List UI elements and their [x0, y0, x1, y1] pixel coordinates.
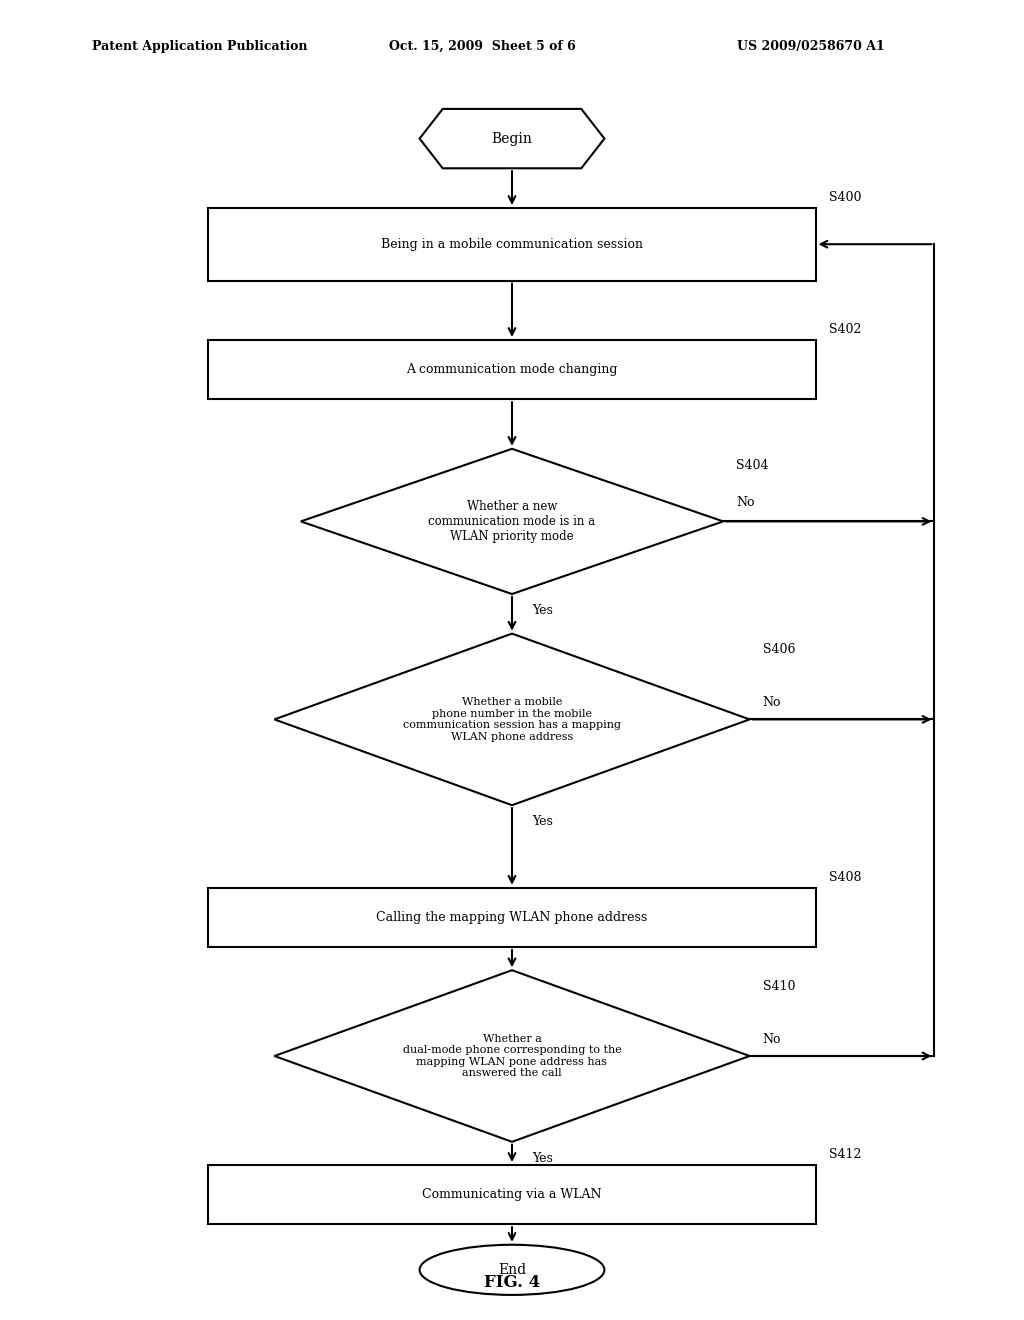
- Text: Yes: Yes: [531, 1151, 553, 1164]
- Text: S404: S404: [736, 458, 769, 471]
- Text: No: No: [763, 696, 781, 709]
- Bar: [209, 888, 815, 948]
- Bar: [209, 1164, 815, 1225]
- Text: End: End: [498, 1263, 526, 1276]
- Text: Whether a
dual-mode phone corresponding to the
mapping WLAN pone address has
ans: Whether a dual-mode phone corresponding …: [402, 1034, 622, 1078]
- Text: Whether a mobile
phone number in the mobile
communication session has a mapping
: Whether a mobile phone number in the mob…: [403, 697, 621, 742]
- Polygon shape: [274, 970, 750, 1142]
- Text: S406: S406: [763, 643, 796, 656]
- Text: Begin: Begin: [492, 132, 532, 145]
- Text: Being in a mobile communication session: Being in a mobile communication session: [381, 238, 643, 251]
- Text: Communicating via a WLAN: Communicating via a WLAN: [422, 1188, 602, 1201]
- Text: S410: S410: [763, 979, 796, 993]
- Text: S412: S412: [828, 1148, 861, 1162]
- Text: Calling the mapping WLAN phone address: Calling the mapping WLAN phone address: [377, 911, 647, 924]
- Text: No: No: [736, 495, 755, 508]
- Ellipse shape: [420, 1245, 604, 1295]
- Polygon shape: [274, 634, 750, 805]
- Polygon shape: [301, 449, 723, 594]
- Text: A communication mode changing: A communication mode changing: [407, 363, 617, 376]
- Text: S408: S408: [828, 871, 861, 884]
- Text: S402: S402: [828, 323, 861, 337]
- Text: Patent Application Publication: Patent Application Publication: [92, 40, 307, 53]
- Bar: [209, 339, 815, 399]
- Text: US 2009/0258670 A1: US 2009/0258670 A1: [737, 40, 885, 53]
- Text: S400: S400: [828, 191, 861, 205]
- Bar: [209, 207, 815, 281]
- Text: Whether a new
communication mode is in a
WLAN priority mode: Whether a new communication mode is in a…: [428, 500, 596, 543]
- Polygon shape: [420, 110, 604, 168]
- Text: Yes: Yes: [531, 814, 553, 828]
- Text: Oct. 15, 2009  Sheet 5 of 6: Oct. 15, 2009 Sheet 5 of 6: [389, 40, 575, 53]
- Text: Yes: Yes: [531, 603, 553, 616]
- Text: No: No: [763, 1032, 781, 1045]
- Text: FIG. 4: FIG. 4: [484, 1274, 540, 1291]
